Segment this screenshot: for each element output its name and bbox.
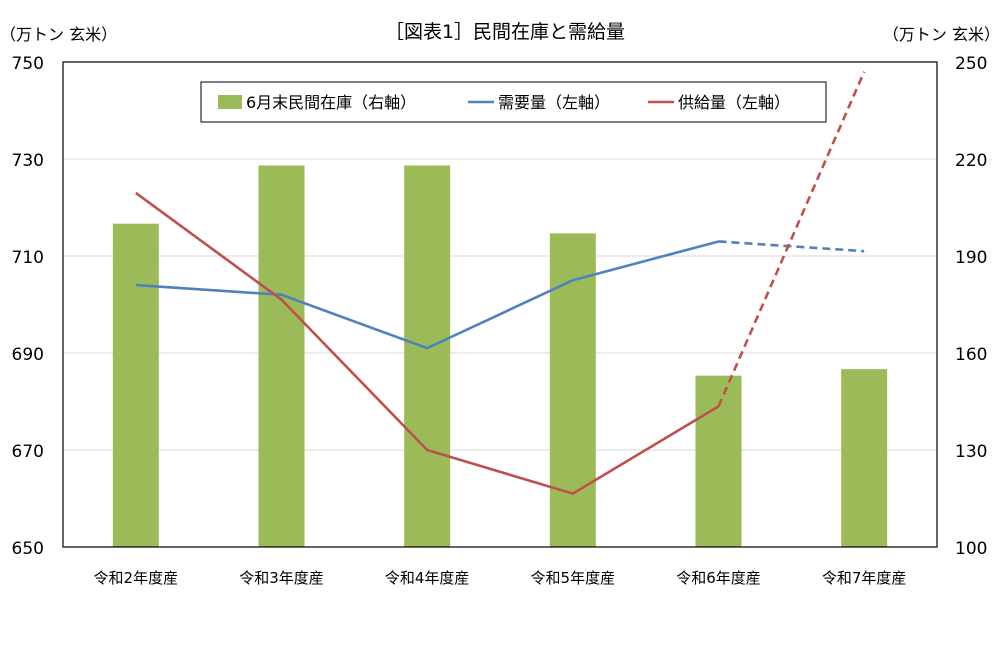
left-tick-label: 730 [12,151,44,171]
right-tick-label: 130 [955,442,987,462]
legend: 6月末民間在庫（右軸） 需要量（左軸） 供給量（左軸） [200,81,827,123]
right-tick-label: 160 [955,345,987,365]
left-tick-label: 750 [12,54,44,74]
category-label: 令和2年度産 [94,569,179,587]
left-tick-label: 670 [12,442,44,462]
dashed-line-supply [717,71,866,407]
left-tick-label: 690 [12,345,44,365]
right-tick-label: 250 [955,54,987,74]
legend-label: 需要量（左軸） [498,93,610,112]
category-label: 令和3年度産 [239,569,324,587]
category-label: 令和5年度産 [531,569,616,587]
legend-swatch [218,95,242,109]
left-axis-unit: （万トン 玄米） [0,25,117,44]
bar [258,165,305,547]
right-axis-unit: （万トン 玄米） [883,25,1000,44]
right-tick-label: 100 [955,539,987,559]
category-label: 令和4年度産 [385,569,470,587]
category-label: 令和7年度産 [822,569,907,587]
left-tick-label: 650 [12,539,44,559]
bar [404,165,451,547]
right-tick-label: 190 [955,248,987,268]
right-tick-label: 220 [955,151,987,171]
dashed-line-demand [718,240,865,253]
bar [841,369,888,547]
category-label: 令和6年度産 [676,569,761,587]
chart-title: ［図表1］民間在庫と需給量 [385,21,625,43]
plot-area-border [62,61,938,548]
legend-label: 6月末民間在庫（右軸） [246,93,416,112]
bar [695,375,742,547]
legend-label: 供給量（左軸） [678,93,790,112]
bar [112,223,159,547]
left-tick-label: 710 [12,248,44,268]
